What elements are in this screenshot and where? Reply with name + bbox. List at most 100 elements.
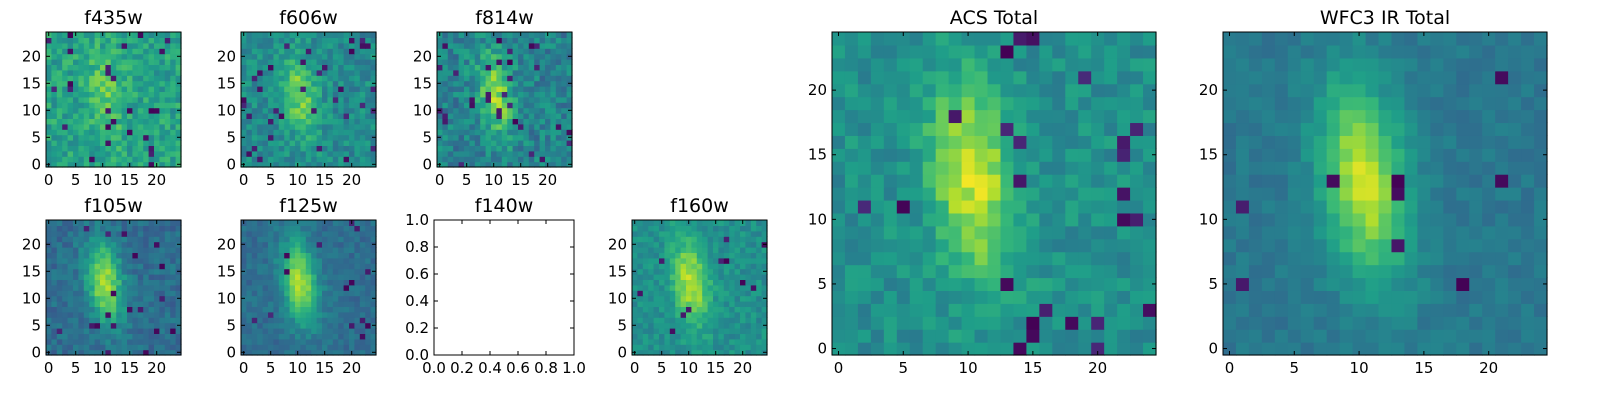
heatmap-cell bbox=[453, 129, 460, 136]
heatmap-cell bbox=[164, 225, 171, 232]
heatmap-cell bbox=[105, 322, 112, 329]
heatmap-cell bbox=[680, 317, 687, 324]
heatmap-cell bbox=[359, 279, 366, 286]
heatmap-cell bbox=[251, 344, 258, 351]
heatmap-cell bbox=[702, 225, 709, 232]
heatmap-cell bbox=[761, 317, 768, 324]
heatmap-cell bbox=[105, 107, 112, 114]
heatmap-cell bbox=[159, 113, 166, 119]
heatmap-cell bbox=[73, 301, 79, 307]
heatmap-cell bbox=[300, 64, 307, 71]
heatmap-cell bbox=[327, 268, 334, 275]
heatmap-cell bbox=[289, 140, 296, 146]
heatmap-cell bbox=[922, 251, 937, 266]
heatmap-cell bbox=[127, 290, 133, 297]
heatmap-cell bbox=[170, 129, 177, 136]
axes-frame bbox=[45, 31, 182, 168]
heatmap-cell bbox=[343, 322, 350, 329]
heatmap-cell bbox=[56, 113, 63, 119]
heatmap-cell bbox=[642, 295, 649, 302]
heatmap-cell bbox=[1469, 290, 1483, 304]
heatmap-cell bbox=[702, 328, 709, 334]
heatmap-cell bbox=[284, 295, 291, 302]
heatmap-cell bbox=[143, 338, 150, 345]
heatmap-cell bbox=[642, 333, 649, 340]
heatmap-cell bbox=[56, 236, 63, 243]
heatmap-cell bbox=[669, 241, 676, 248]
heatmap-cell bbox=[322, 75, 328, 82]
heatmap-cell bbox=[273, 284, 280, 291]
heatmap-cell bbox=[1235, 187, 1250, 201]
heatmap-cell bbox=[257, 48, 264, 55]
heatmap-cell bbox=[653, 263, 660, 270]
heatmap-cell bbox=[691, 338, 698, 345]
heatmap-cell bbox=[702, 338, 709, 345]
heatmap-cell bbox=[56, 102, 63, 109]
heatmap-cell bbox=[832, 316, 846, 330]
heatmap-cell bbox=[143, 32, 150, 38]
heatmap-cell bbox=[246, 306, 253, 313]
heatmap-cell bbox=[338, 156, 345, 163]
heatmap-cell bbox=[359, 134, 366, 141]
heatmap-cell bbox=[94, 96, 101, 103]
heatmap-cell bbox=[756, 236, 763, 243]
heatmap-cell bbox=[883, 32, 898, 46]
heatmap-cell bbox=[94, 301, 101, 307]
heatmap-cell bbox=[73, 333, 79, 340]
heatmap-cell bbox=[365, 349, 372, 356]
heatmap-cell bbox=[127, 301, 133, 307]
heatmap-cell bbox=[707, 301, 714, 307]
heatmap-cell bbox=[100, 86, 106, 92]
heatmap-cell bbox=[1065, 57, 1079, 72]
heatmap-cell bbox=[343, 129, 350, 136]
heatmap-cell bbox=[148, 113, 155, 119]
heatmap-cell bbox=[316, 156, 323, 163]
heatmap-cell bbox=[518, 123, 524, 130]
heatmap-cell bbox=[442, 134, 449, 141]
heatmap-cell bbox=[1117, 174, 1131, 188]
heatmap-cell bbox=[566, 156, 573, 163]
heatmap-cell bbox=[507, 37, 514, 44]
heatmap-cell bbox=[257, 129, 264, 136]
heatmap-cell bbox=[46, 64, 52, 71]
heatmap-cell bbox=[512, 129, 519, 136]
heatmap-cell bbox=[922, 212, 937, 227]
heatmap-cell bbox=[100, 252, 106, 259]
heatmap-cell bbox=[1052, 44, 1066, 59]
heatmap-cell bbox=[1000, 135, 1015, 149]
heatmap-cell bbox=[100, 311, 106, 318]
heatmap-cell bbox=[642, 263, 649, 270]
heatmap-cell bbox=[1339, 342, 1354, 356]
heatmap-cell bbox=[545, 86, 551, 92]
heatmap-cell bbox=[137, 230, 144, 237]
heatmap-cell bbox=[491, 75, 497, 82]
heatmap-cell bbox=[62, 32, 69, 38]
heatmap-cell bbox=[680, 247, 687, 253]
heatmap-cell bbox=[453, 123, 460, 130]
heatmap-cell bbox=[56, 317, 63, 324]
axes-frame bbox=[436, 31, 573, 168]
heatmap-cell bbox=[354, 161, 361, 168]
heatmap-cell bbox=[680, 252, 687, 259]
heatmap-cell bbox=[62, 113, 69, 119]
heatmap-cell bbox=[343, 107, 350, 114]
heatmap-cell bbox=[116, 290, 123, 297]
heatmap-cell bbox=[305, 80, 312, 87]
heatmap-cell bbox=[723, 306, 730, 313]
heatmap-cell bbox=[1130, 225, 1144, 240]
heatmap-cell bbox=[132, 306, 139, 313]
heatmap-cell bbox=[121, 80, 128, 87]
heatmap-cell bbox=[691, 257, 698, 264]
heatmap-cell bbox=[534, 150, 541, 157]
heatmap-cell bbox=[349, 75, 355, 82]
heatmap-cell bbox=[1482, 277, 1496, 291]
heatmap-cell bbox=[132, 290, 139, 297]
heatmap-cell bbox=[1313, 199, 1328, 214]
heatmap-cell bbox=[523, 156, 530, 163]
heatmap-cell bbox=[464, 150, 470, 157]
heatmap-cell bbox=[289, 145, 296, 152]
heatmap-cell bbox=[268, 333, 274, 340]
heatmap-cell bbox=[316, 150, 323, 157]
heatmap-cell bbox=[51, 64, 58, 71]
heatmap-cell bbox=[702, 301, 709, 307]
